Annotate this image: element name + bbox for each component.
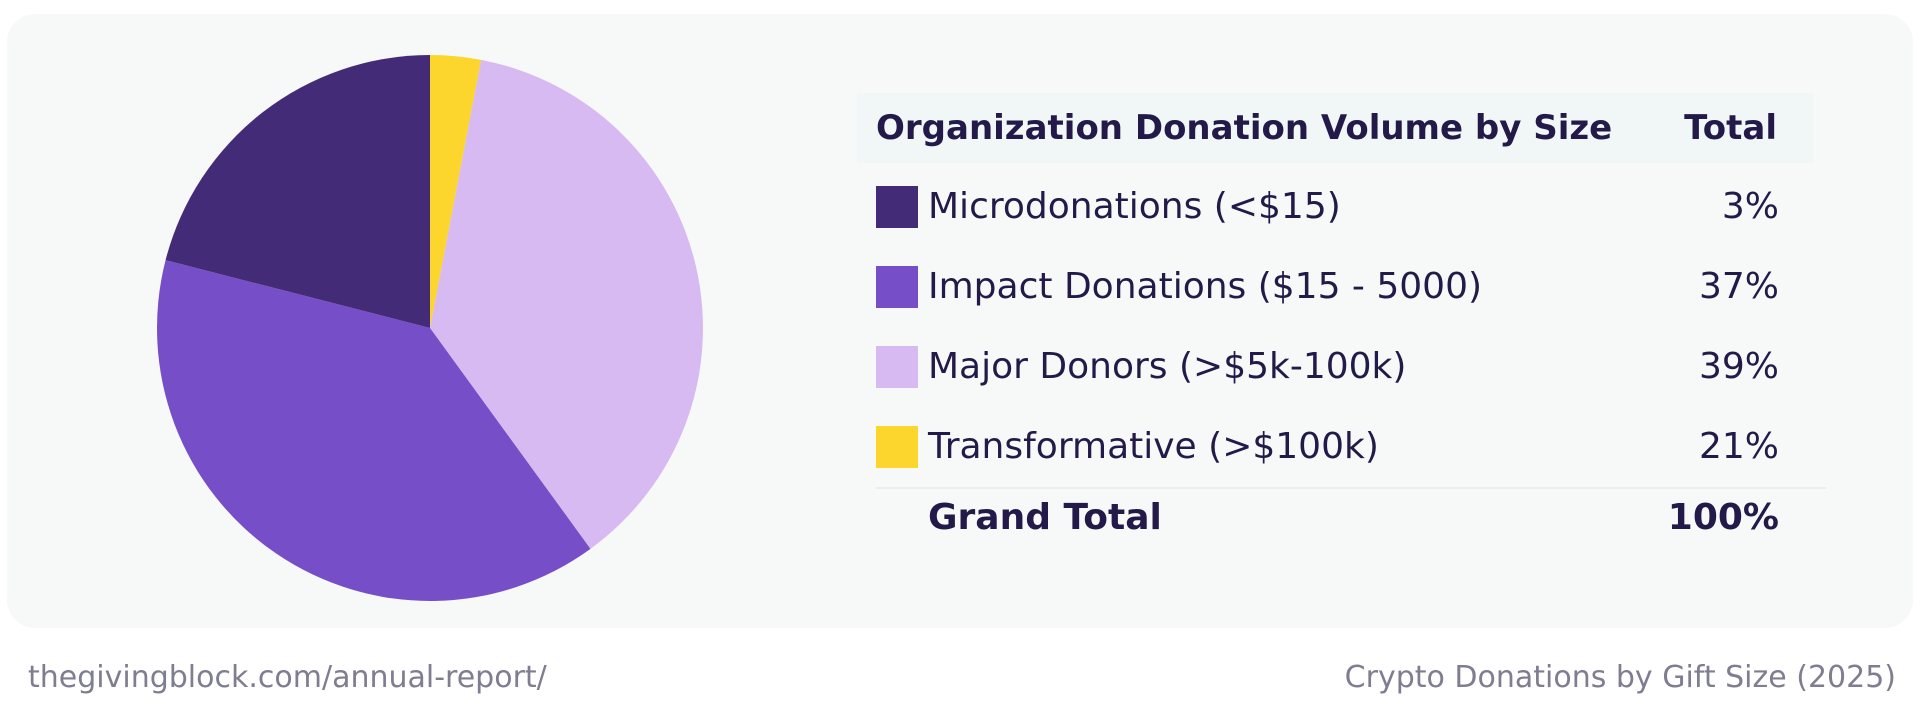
pie-slice-microdonations-15 <box>165 55 430 328</box>
pie-chart <box>157 55 703 601</box>
legend-label-transformative: Transformative (>$100k) <box>928 426 1379 467</box>
legend-swatch-microdonations <box>876 186 918 228</box>
legend-label-impact-donations: Impact Donations ($15 - 5000) <box>928 266 1483 307</box>
legend-value-transformative: 21% <box>1698 426 1779 467</box>
legend-row-transformative: Transformative (>$100k) 21% <box>876 425 1779 469</box>
legend-swatch-impact-donations <box>876 266 918 308</box>
legend-label-microdonations: Microdonations (<$15) <box>928 186 1341 227</box>
grand-total-label: Grand Total <box>928 497 1162 538</box>
pie-slice-impact-donations-15-5000 <box>157 260 591 601</box>
legend-value-microdonations: 3% <box>1721 186 1779 227</box>
pie-slice-transformative-100k <box>430 55 482 328</box>
legend-row-microdonations: Microdonations (<$15) 3% <box>876 185 1779 229</box>
pie-slice-major-donors-5k-100k <box>430 59 703 549</box>
legend-swatch-transformative <box>876 426 918 468</box>
chart-caption: Crypto Donations by Gift Size (2025) <box>1344 660 1896 695</box>
grand-total-value: 100% <box>1667 497 1779 538</box>
source-url: thegivingblock.com/annual-report/ <box>28 660 547 695</box>
table-title: Organization Donation Volume by Size <box>876 108 1613 148</box>
legend-value-major-donors: 39% <box>1698 346 1779 387</box>
legend-label-major-donors: Major Donors (>$5k-100k) <box>928 346 1407 387</box>
legend-swatch-major-donors <box>876 346 918 388</box>
table-divider <box>876 487 1826 489</box>
legend-row-impact-donations: Impact Donations ($15 - 5000) 37% <box>876 265 1779 309</box>
table-header <box>857 93 1813 163</box>
legend-row-major-donors: Major Donors (>$5k-100k) 39% <box>876 345 1779 389</box>
table-total-header: Total <box>1684 108 1777 148</box>
legend-value-impact-donations: 37% <box>1698 266 1779 307</box>
